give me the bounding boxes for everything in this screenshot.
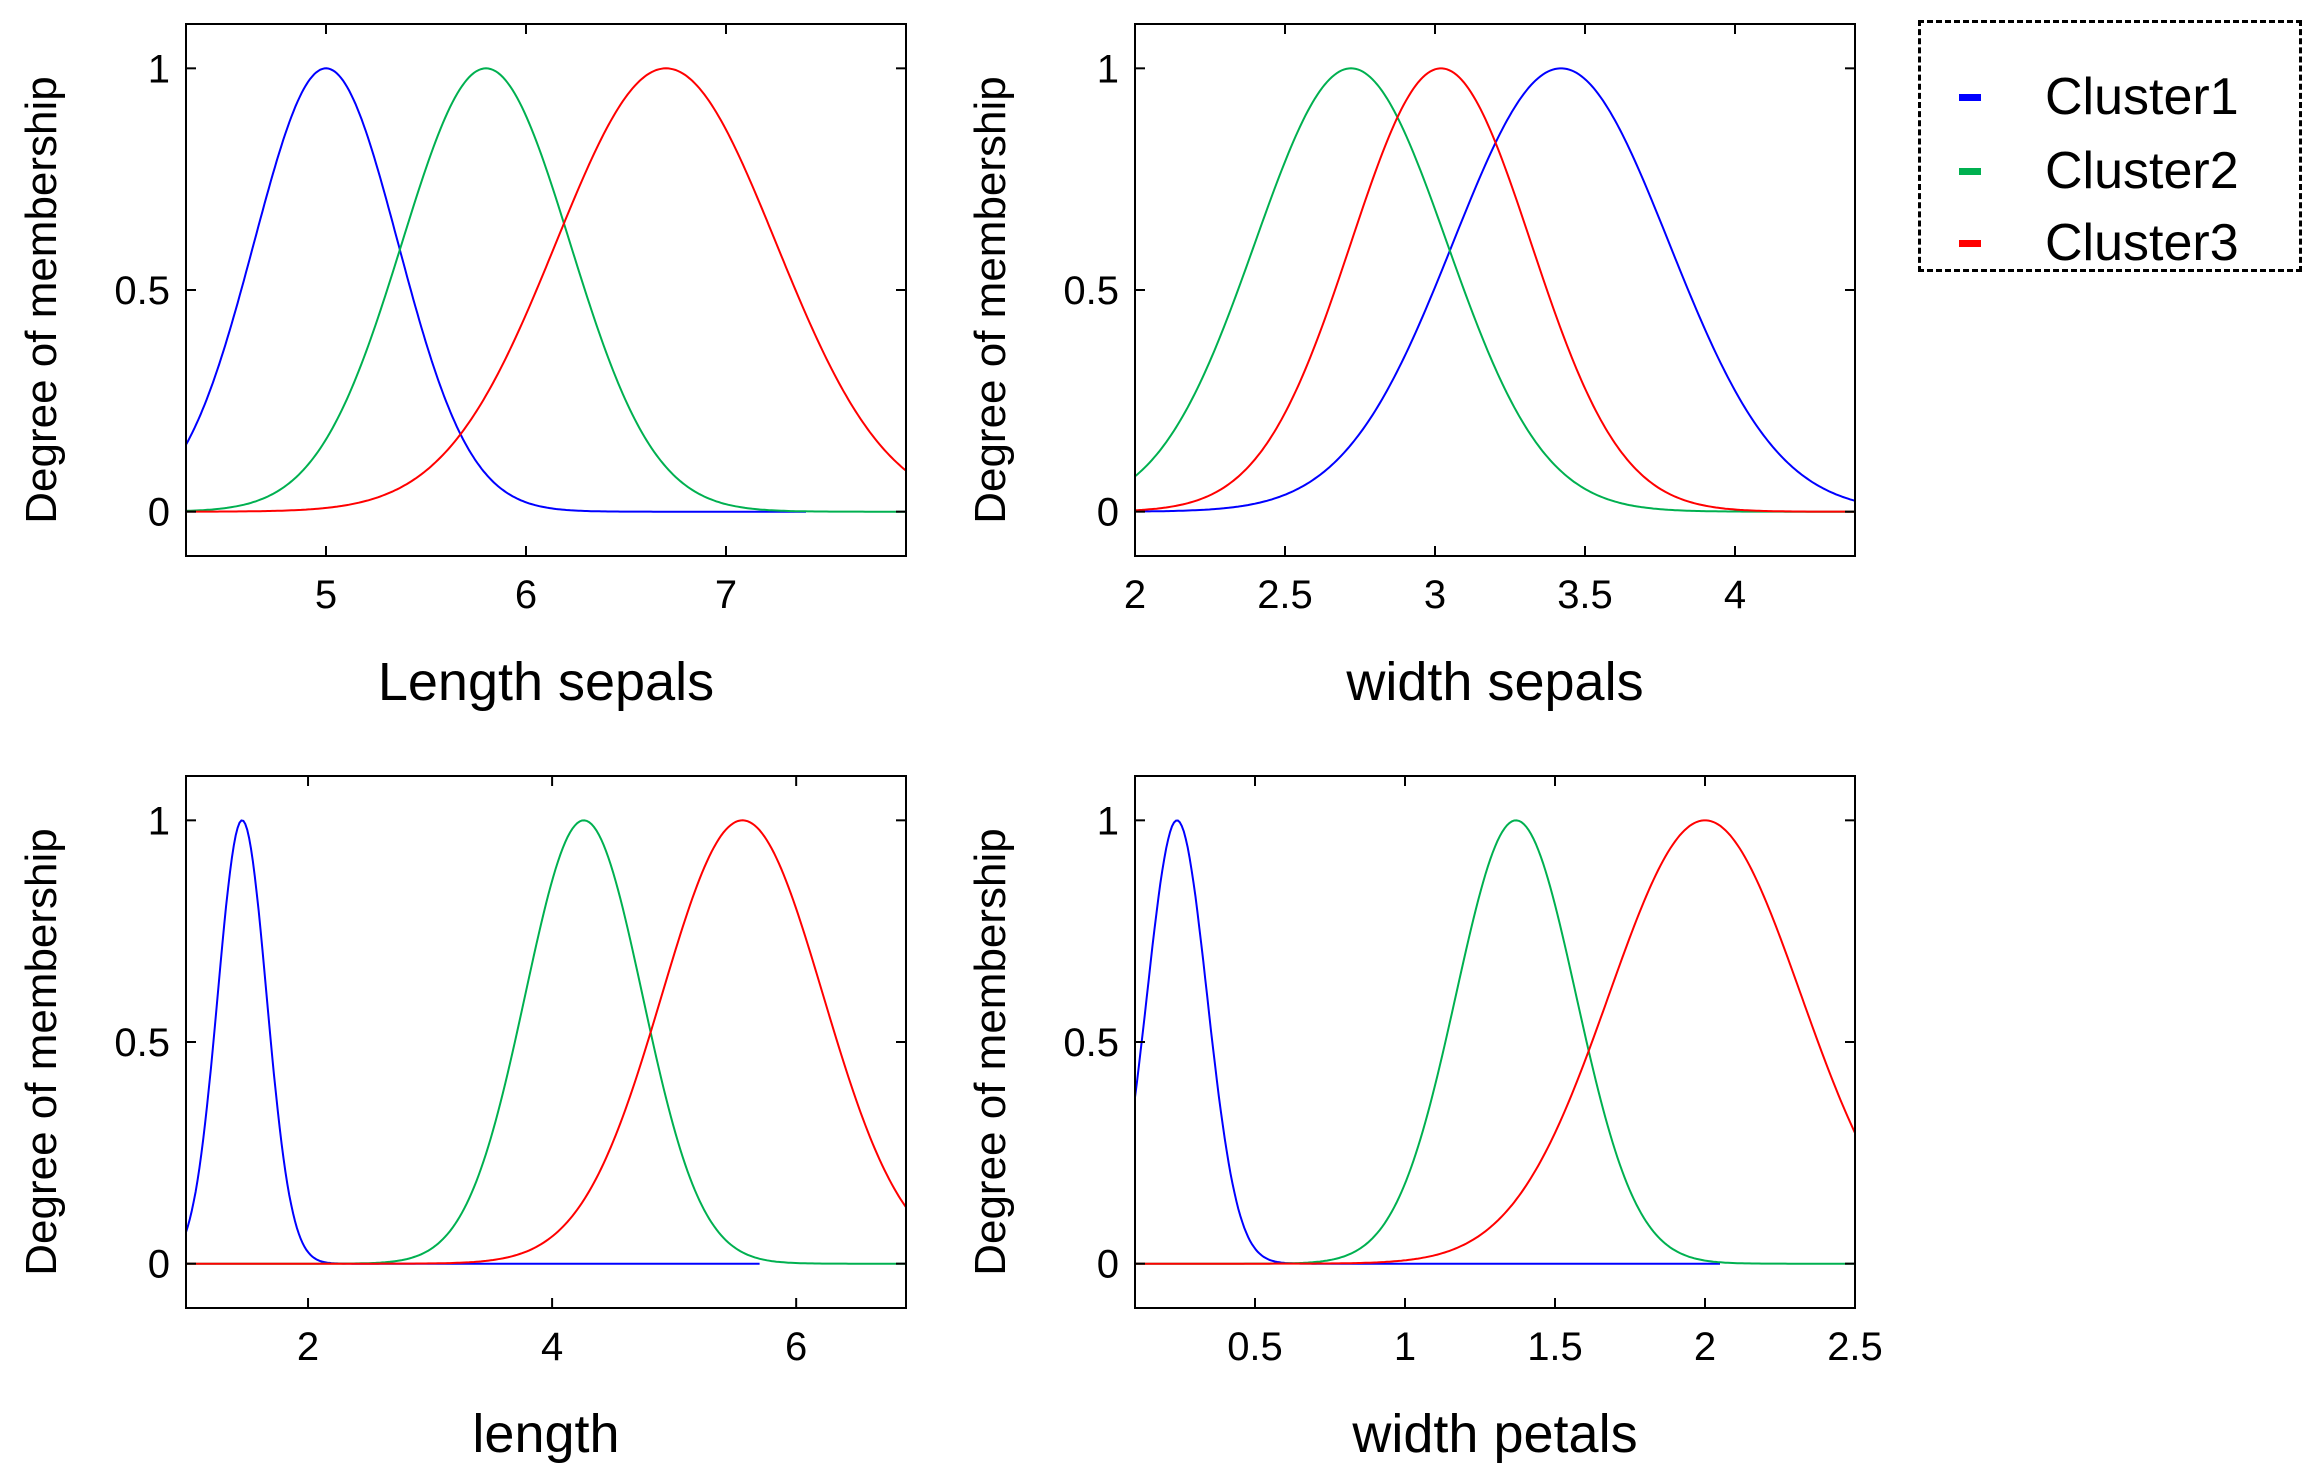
legend-swatch-cluster1 bbox=[1959, 94, 1981, 101]
series-line-cluster2 bbox=[186, 819, 906, 1265]
y-axis-label: Degree of membership bbox=[966, 828, 1015, 1276]
series-line-cluster1 bbox=[185, 819, 760, 1265]
y-tick-label: 0.5 bbox=[114, 1021, 170, 1065]
x-axis-label: length bbox=[472, 1404, 619, 1464]
series-line-cluster3 bbox=[1135, 819, 1856, 1265]
y-axis-label: Degree of membership bbox=[17, 828, 66, 1276]
chart-width-sepals: 2 2.5 3 3.5 4 0 0.5 1 width sepals Degree of memb… bbox=[966, 23, 1856, 712]
x-tick-label: 3 bbox=[1424, 573, 1446, 617]
y-tick-label: 0.5 bbox=[114, 269, 170, 313]
y-tick-label: 0 bbox=[148, 491, 170, 535]
series-line-cluster3 bbox=[186, 819, 907, 1265]
y-tick-label: 0 bbox=[1097, 491, 1119, 535]
chart-length-sepals: 5 6 7 0 0.5 1 Length sepals Degree of membershi… bbox=[17, 23, 907, 712]
series-line-cluster2 bbox=[185, 67, 906, 513]
series-line-cluster1 bbox=[185, 67, 806, 513]
x-axis-label: width petals bbox=[1351, 1404, 1637, 1464]
x-tick-label: 6 bbox=[515, 573, 537, 617]
x-tick-label: 4 bbox=[1724, 573, 1746, 617]
x-tick-label: 3.5 bbox=[1557, 573, 1613, 617]
legend-swatch-cluster2 bbox=[1959, 168, 1981, 175]
series-line-cluster3 bbox=[1134, 67, 1855, 513]
x-tick-label: 0.5 bbox=[1227, 1325, 1283, 1369]
plot-frame bbox=[185, 775, 907, 1309]
y-tick-label: 0.5 bbox=[1063, 1021, 1119, 1065]
x-tick-label: 4 bbox=[541, 1325, 563, 1369]
y-tick-label: 1 bbox=[1097, 799, 1119, 843]
legend: Cluster1 Cluster2 Cluster3 bbox=[1918, 20, 2302, 272]
y-tick-label: 0.5 bbox=[1063, 269, 1119, 313]
legend-swatch-cluster3 bbox=[1959, 240, 1981, 247]
series-line-cluster2 bbox=[1135, 819, 1855, 1265]
chart-length: 2 4 6 0 0.5 1 length Degree of membership bbox=[17, 775, 907, 1464]
x-tick-label: 2.5 bbox=[1257, 573, 1313, 617]
x-tick-label: 7 bbox=[715, 573, 737, 617]
x-tick-label: 2 bbox=[297, 1325, 319, 1369]
legend-item-cluster1: Cluster1 bbox=[1921, 61, 2299, 133]
x-tick-label: 2.5 bbox=[1827, 1325, 1883, 1369]
legend-label-cluster1: Cluster1 bbox=[2045, 68, 2239, 126]
series-line-cluster1 bbox=[1135, 67, 1856, 513]
x-axis-label: width sepals bbox=[1345, 652, 1643, 712]
x-tick-label: 2 bbox=[1694, 1325, 1716, 1369]
x-tick-label: 1 bbox=[1394, 1325, 1416, 1369]
plot-frame bbox=[185, 23, 907, 557]
y-tick-label: 1 bbox=[1097, 47, 1119, 91]
legend-label-cluster3: Cluster3 bbox=[2045, 214, 2239, 272]
x-tick-label: 6 bbox=[785, 1325, 807, 1369]
x-tick-label: 1.5 bbox=[1527, 1325, 1583, 1369]
y-tick-label: 0 bbox=[1097, 1243, 1119, 1287]
plot-frame bbox=[1134, 775, 1856, 1309]
y-tick-label: 0 bbox=[148, 1243, 170, 1287]
x-axis-label: Length sepals bbox=[378, 652, 714, 712]
series-line-cluster3 bbox=[186, 67, 907, 513]
plot-frame bbox=[1134, 23, 1856, 557]
y-axis-label: Degree of membership bbox=[17, 76, 66, 524]
legend-item-cluster3: Cluster3 bbox=[1921, 207, 2299, 279]
series-line-cluster1 bbox=[1134, 819, 1720, 1265]
y-tick-label: 1 bbox=[148, 799, 170, 843]
y-axis-label: Degree of membership bbox=[966, 76, 1015, 524]
legend-label-cluster2: Cluster2 bbox=[2045, 142, 2239, 200]
legend-item-cluster2: Cluster2 bbox=[1921, 135, 2299, 207]
x-tick-label: 5 bbox=[315, 573, 337, 617]
chart-width-petals: 0.5 1 1.5 2 2.5 0 0.5 1 width petals Degree of me… bbox=[966, 775, 1883, 1464]
x-tick-label: 2 bbox=[1124, 573, 1146, 617]
y-tick-label: 1 bbox=[148, 47, 170, 91]
series-line-cluster2 bbox=[1134, 67, 1855, 513]
